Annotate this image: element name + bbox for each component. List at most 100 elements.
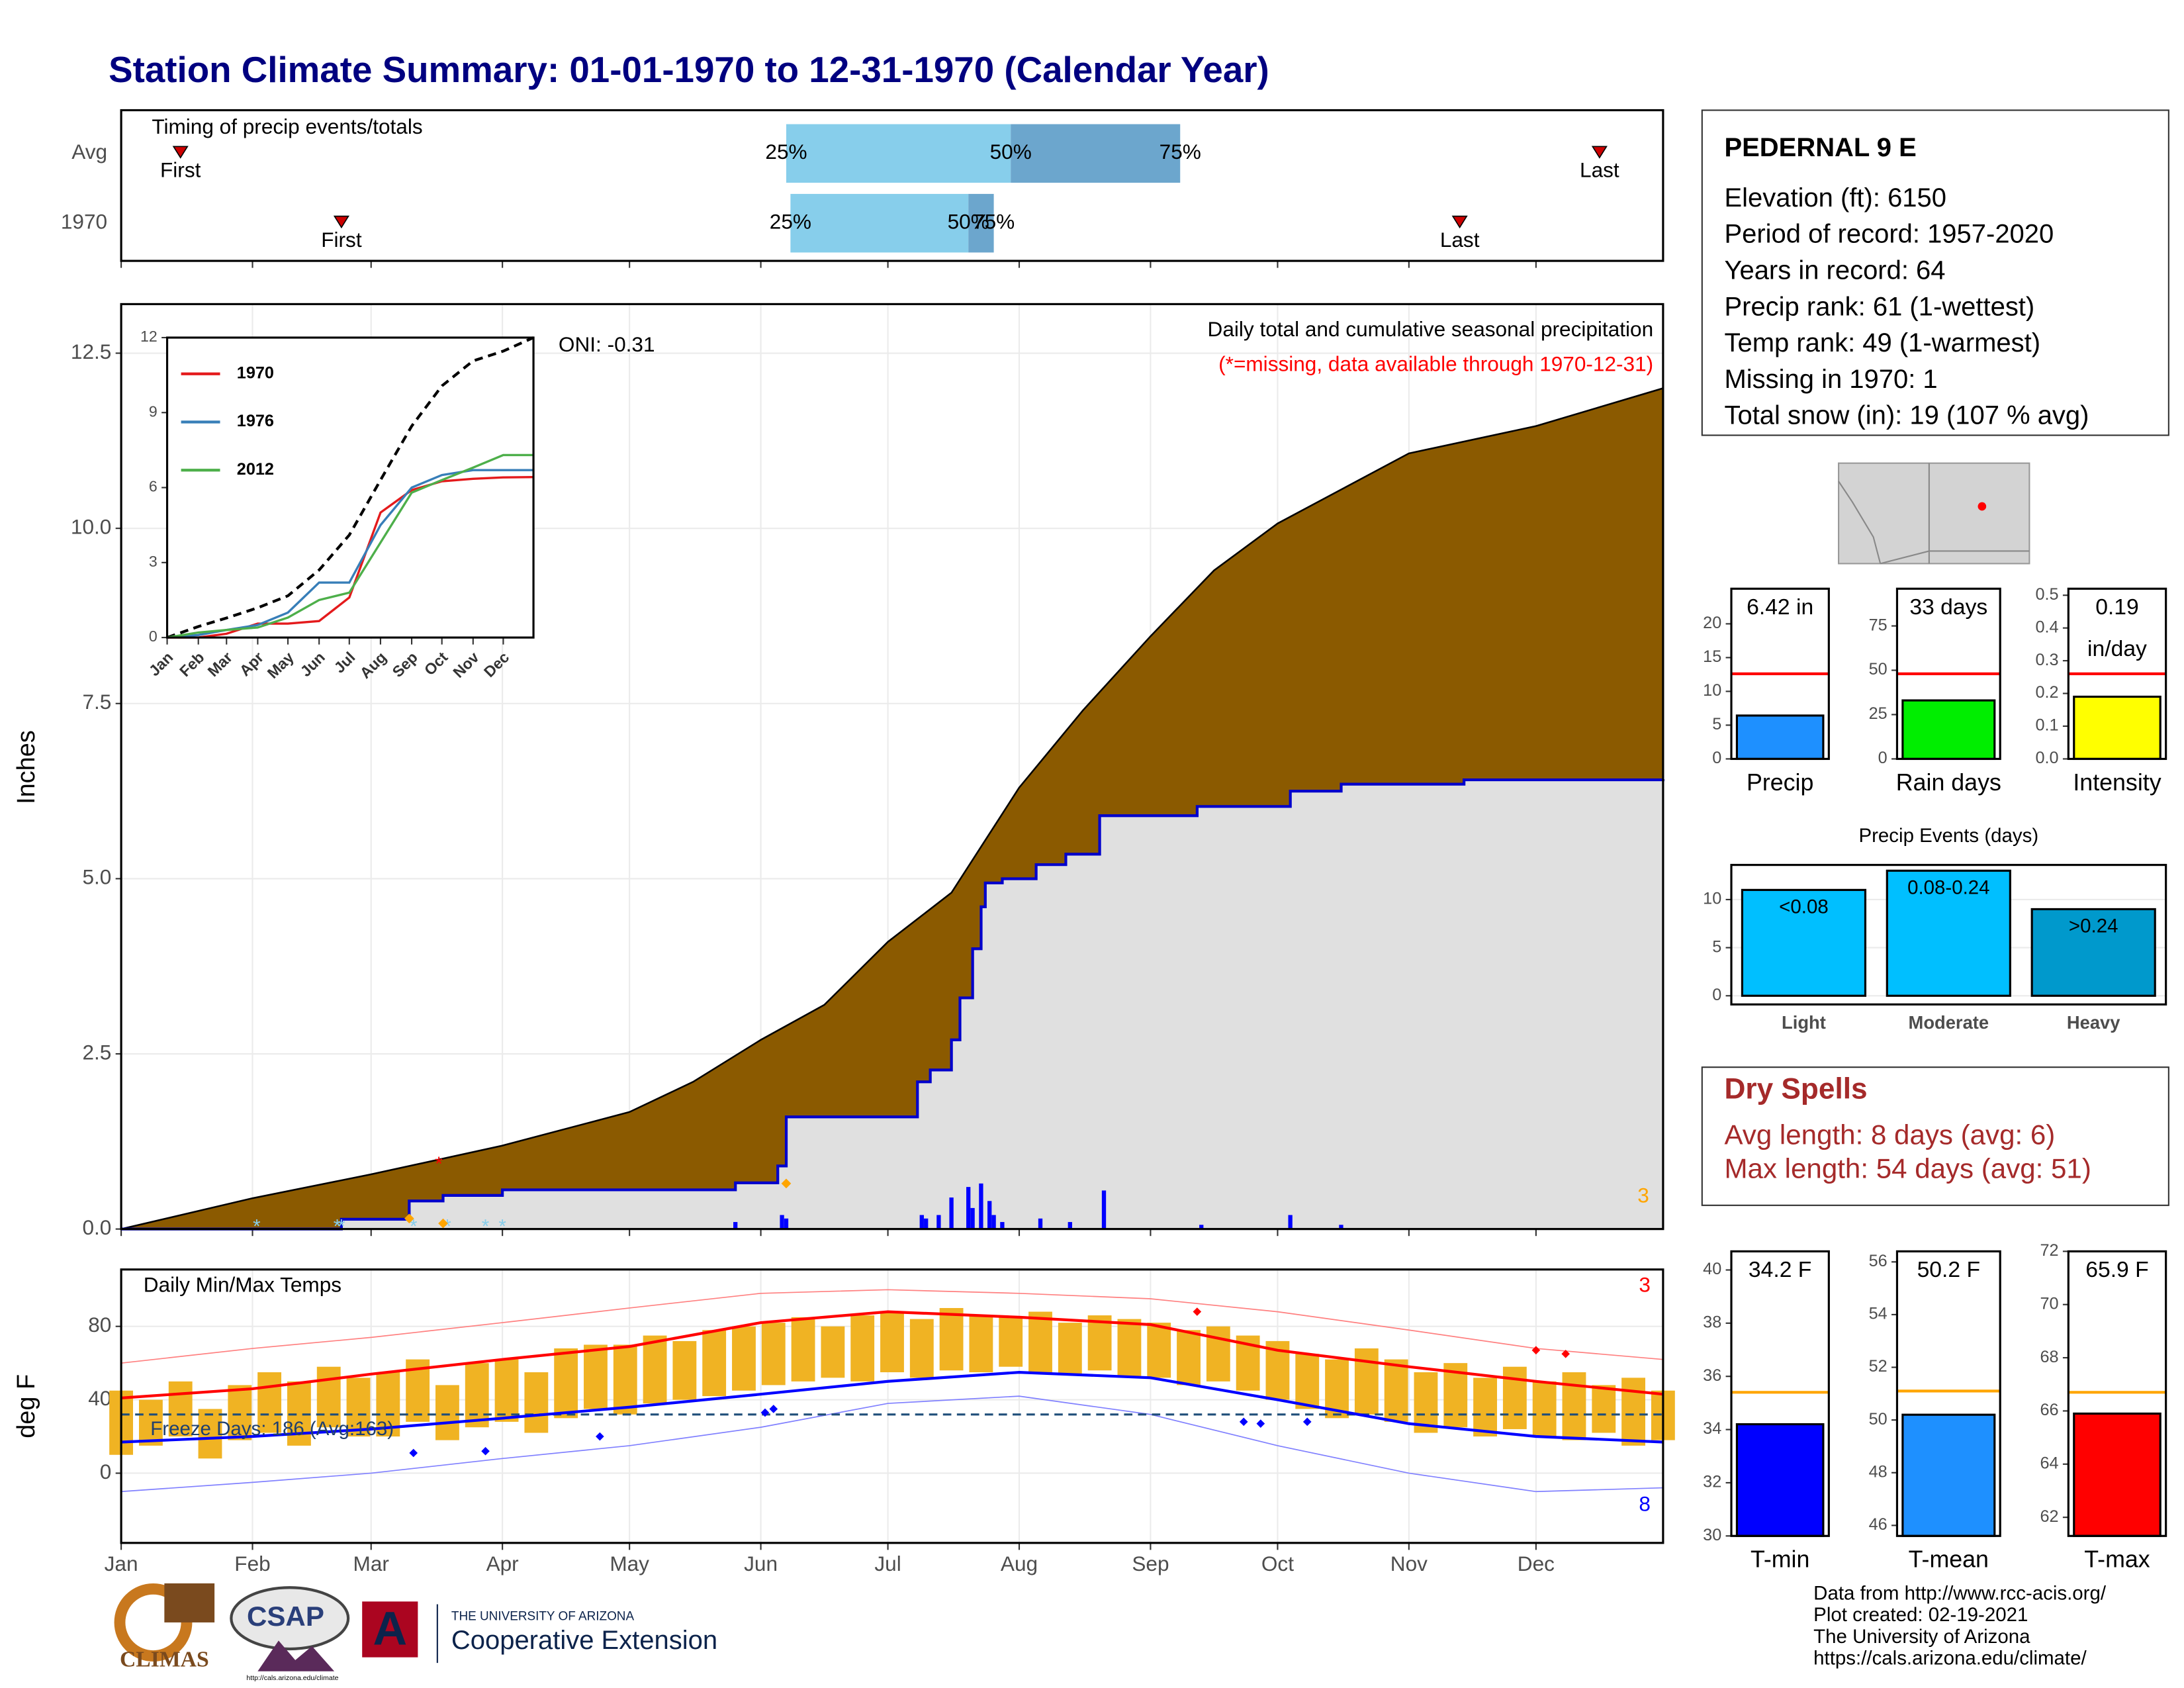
temperature-range-bar xyxy=(732,1326,756,1391)
temperature-range-bar xyxy=(465,1363,489,1428)
credit-line: Plot created: 02-19-2021 xyxy=(1813,1604,2028,1626)
y-tick-label: 0 xyxy=(1878,749,1888,767)
station-line: Missing in 1970: 1 xyxy=(1724,365,1937,394)
temperature-range-bar xyxy=(1117,1319,1142,1376)
y-tick-label: 52 xyxy=(1869,1357,1888,1376)
x-tick-label: Jan xyxy=(105,1552,138,1575)
daily-precip-bar xyxy=(919,1215,924,1229)
temperature-range-bar xyxy=(168,1381,193,1437)
record-marker xyxy=(481,1446,490,1456)
temperature-range-bar xyxy=(554,1348,578,1419)
temperature-range-bar xyxy=(791,1317,815,1382)
bar-range-label: 0.08-0.24 xyxy=(1907,876,1989,898)
bar xyxy=(1735,1423,1825,1537)
category-label: Intensity xyxy=(2073,769,2161,796)
daily-precip-bar xyxy=(1000,1222,1005,1229)
series-line xyxy=(166,336,534,639)
record-marker xyxy=(409,1448,418,1458)
y-tick-label: 64 xyxy=(2040,1454,2058,1472)
temperature-range-bar xyxy=(138,1399,163,1446)
x-tick-label: Mar xyxy=(353,1552,389,1575)
plot-frame xyxy=(1730,587,1830,761)
dry-spells-box xyxy=(1701,1066,2169,1206)
quartile-bar xyxy=(786,124,1011,183)
value-label: 6.42 in xyxy=(1747,595,1813,620)
y-tick-label: 56 xyxy=(1869,1252,1888,1270)
csap-text: CSAP xyxy=(247,1601,324,1632)
y-tick-label: 0 xyxy=(149,628,158,645)
chart-title: Precip Events (days) xyxy=(1858,825,2038,847)
y-tick-label: 25 xyxy=(1869,704,1888,723)
y-tick-label: 48 xyxy=(1869,1462,1888,1481)
temperature-range-bar xyxy=(584,1344,608,1409)
quartile-label: 50% xyxy=(990,140,1032,164)
x-tick-label: Light xyxy=(1782,1012,1826,1033)
daily-precip-bar xyxy=(1101,1190,1107,1229)
station-line: Temp rank: 49 (1-warmest) xyxy=(1724,328,2040,357)
y-tick-label: 0.1 xyxy=(2035,716,2058,735)
y-tick-label: 46 xyxy=(1869,1515,1888,1534)
temperature-line xyxy=(121,1395,1663,1493)
category-label: T-min xyxy=(1751,1546,1809,1573)
temperature-range-bar xyxy=(969,1315,993,1373)
y-tick-label: 0.4 xyxy=(2035,618,2058,636)
y-tick-label: 3 xyxy=(149,553,158,570)
snow-marker: * xyxy=(410,1215,417,1237)
y-tick-label: 5 xyxy=(1712,937,1721,956)
daily-precip-bar xyxy=(784,1218,789,1229)
panel-title: Daily Min/Max Temps xyxy=(144,1272,341,1296)
orange-marker xyxy=(404,1213,414,1224)
temperature-range-bar xyxy=(850,1315,875,1382)
quartile-label: 75% xyxy=(1160,140,1201,164)
bar xyxy=(1735,714,1825,761)
missing-count: 3 xyxy=(1637,1184,1649,1207)
temperature-range-bar xyxy=(1177,1330,1201,1385)
max-missing: 3 xyxy=(1639,1272,1651,1296)
temperature-range-bar xyxy=(1473,1378,1497,1437)
station-box xyxy=(1701,109,2169,436)
value-label: 33 days xyxy=(1909,595,1987,620)
csap-url: http://cals.arizona.edu/climate xyxy=(246,1674,338,1682)
climas-logo xyxy=(164,1583,215,1622)
plot-frame xyxy=(1730,864,2167,1006)
temperature-range-bar xyxy=(494,1359,519,1422)
main-title: Station Climate Summary: 01-01-1970 to 1… xyxy=(109,49,1269,90)
bar xyxy=(1741,888,1867,997)
daily-precip-bar xyxy=(991,1215,996,1229)
record-marker xyxy=(1531,1346,1541,1355)
temperature-range-bar xyxy=(643,1335,667,1404)
timing-label: Last xyxy=(1440,228,1480,252)
plot-frame xyxy=(1730,1250,1830,1537)
dry-spells-line: Avg length: 8 days (avg: 6) xyxy=(1724,1119,2055,1150)
dry-spells-title: Dry Spells xyxy=(1724,1073,1867,1105)
quartile-bar xyxy=(1011,124,1181,183)
panel-note: (*=missing, data available through 1970-… xyxy=(1218,352,1653,375)
timing-label: First xyxy=(321,228,362,252)
legend-label: 1976 xyxy=(237,412,274,430)
csap-logo xyxy=(257,1640,335,1671)
y-tick-label: 0.0 xyxy=(2035,749,2058,767)
y-tick-label: 0.3 xyxy=(2035,651,2058,669)
temperature-range-bar xyxy=(1206,1326,1230,1382)
x-tick-label: Apr xyxy=(486,1552,519,1575)
daily-precip-bar xyxy=(987,1201,992,1229)
y-tick-label: 10 xyxy=(1703,890,1721,908)
y-tick-label: 9 xyxy=(149,402,158,420)
freeze-text: Freeze Days: 186 (Avg:163) xyxy=(150,1418,394,1440)
daily-precip-bar xyxy=(733,1222,738,1229)
daily-precip-bar xyxy=(1038,1218,1043,1229)
record-marker xyxy=(596,1432,604,1441)
cumulative-area xyxy=(121,779,1663,1229)
x-tick-label: May xyxy=(610,1552,649,1575)
temperature-range-bar xyxy=(228,1385,252,1440)
y-tick-label: 36 xyxy=(1703,1366,1721,1385)
panel-title: Timing of precip events/totals xyxy=(152,115,422,138)
x-tick-label: Nov xyxy=(1390,1552,1428,1575)
timing-marker xyxy=(333,215,349,229)
timing-marker xyxy=(1451,215,1468,229)
temperature-range-bar xyxy=(999,1317,1023,1367)
temperature-range-bar xyxy=(346,1378,371,1437)
snow-marker: * xyxy=(253,1215,260,1237)
value-label: 34.2 F xyxy=(1749,1258,1811,1282)
